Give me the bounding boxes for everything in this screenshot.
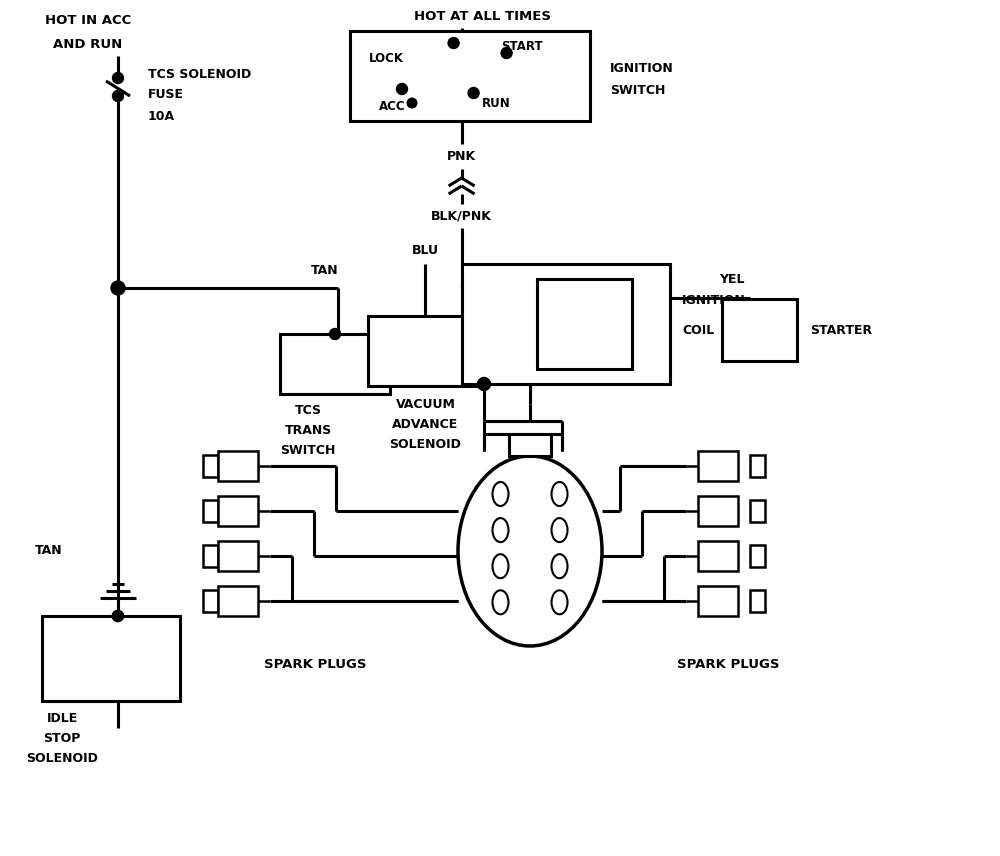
Text: SOLENOID: SOLENOID [390, 437, 461, 450]
Circle shape [468, 87, 479, 98]
Text: TAN: TAN [311, 265, 339, 277]
Circle shape [111, 281, 125, 295]
Text: ACC: ACC [379, 99, 405, 112]
Bar [722, 299, 797, 361]
Text: AND RUN: AND RUN [53, 38, 123, 51]
Bar [203, 545, 218, 567]
Text: HOT AT ALL TIMES: HOT AT ALL TIMES [414, 9, 550, 22]
Bar [218, 451, 258, 481]
Text: SWITCH: SWITCH [280, 444, 336, 457]
Text: HOT IN ACC: HOT IN ACC [45, 15, 131, 27]
Text: VACUUM: VACUUM [396, 397, 455, 411]
Circle shape [113, 73, 124, 84]
Circle shape [330, 329, 341, 340]
Text: TAN: TAN [35, 544, 63, 557]
Bar [368, 316, 483, 386]
Bar [203, 590, 218, 612]
Text: TRANS: TRANS [284, 425, 332, 437]
Bar [750, 500, 765, 522]
Text: TCS: TCS [295, 405, 322, 418]
Text: ADVANCE: ADVANCE [392, 418, 459, 431]
Text: COIL: COIL [682, 324, 714, 336]
Bar [203, 500, 218, 522]
Bar [42, 616, 180, 701]
Bar [750, 455, 765, 477]
Text: BLU: BLU [412, 245, 439, 258]
Text: STARTER: STARTER [810, 324, 872, 336]
Circle shape [396, 84, 408, 94]
Bar [698, 496, 738, 526]
Text: YEL: YEL [719, 273, 745, 286]
Bar [698, 451, 738, 481]
Text: RUN: RUN [482, 97, 511, 110]
Text: PNK: PNK [447, 150, 476, 163]
Bar [280, 334, 390, 394]
Bar [462, 264, 670, 384]
Bar [350, 31, 590, 121]
Text: SWITCH: SWITCH [610, 85, 665, 98]
Text: STOP: STOP [43, 732, 81, 745]
Bar [698, 541, 738, 571]
Bar [750, 545, 765, 567]
Bar [218, 586, 258, 616]
Bar [698, 586, 738, 616]
Text: FUSE: FUSE [148, 88, 184, 102]
Bar [203, 455, 218, 477]
Text: IGNITION: IGNITION [682, 294, 746, 306]
Text: SOLENOID: SOLENOID [26, 752, 98, 764]
Circle shape [113, 91, 124, 102]
Bar [509, 434, 551, 456]
Circle shape [448, 38, 459, 49]
Circle shape [478, 377, 491, 390]
Text: SPARK PLUGS: SPARK PLUGS [264, 657, 366, 670]
Circle shape [112, 610, 123, 621]
Bar [750, 590, 765, 612]
Text: IDLE: IDLE [46, 711, 78, 724]
Text: TCS SOLENOID: TCS SOLENOID [148, 68, 251, 80]
Bar [537, 279, 632, 369]
Text: SPARK PLUGS: SPARK PLUGS [677, 657, 779, 670]
Circle shape [112, 610, 123, 621]
Text: IGNITION: IGNITION [610, 62, 674, 75]
Text: LOCK: LOCK [369, 52, 404, 66]
Circle shape [407, 98, 417, 108]
Circle shape [501, 47, 512, 58]
Text: BLK/PNK: BLK/PNK [431, 210, 492, 223]
Text: START: START [501, 39, 542, 52]
Bar [218, 541, 258, 571]
Text: 10A: 10A [148, 110, 175, 122]
Bar [218, 496, 258, 526]
